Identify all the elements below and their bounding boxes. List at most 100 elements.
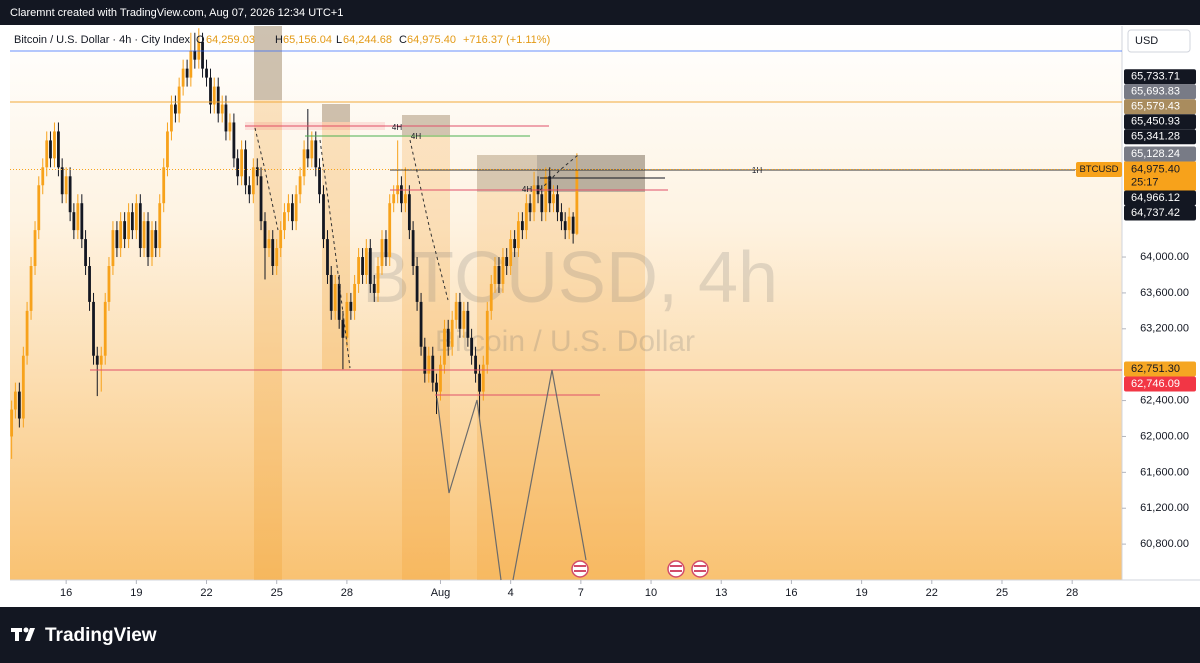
candle-body <box>333 283 337 311</box>
candle-body <box>201 41 204 69</box>
range-box-top <box>254 26 282 100</box>
candle-body <box>349 301 353 311</box>
candle-body <box>283 212 286 231</box>
dashed-arrow <box>409 139 449 301</box>
candle-body <box>505 257 509 267</box>
candle-body <box>415 266 419 302</box>
candle-body <box>575 169 579 234</box>
candle-body <box>384 239 388 258</box>
candle-body <box>29 266 33 311</box>
candle-body <box>474 355 477 374</box>
economic-event[interactable] <box>667 560 685 578</box>
event-icons[interactable] <box>571 560 709 578</box>
candle-body <box>88 266 91 302</box>
watermark-name: Bitcoin / U.S. Dollar <box>435 325 695 358</box>
price-label-box <box>1124 205 1196 221</box>
ohlc-key: L <box>336 34 342 46</box>
candle-body <box>95 355 99 365</box>
candle-body <box>462 310 466 329</box>
candle-body <box>454 301 458 320</box>
economic-event[interactable] <box>691 560 709 578</box>
price-label: 64,966.12 <box>1131 192 1180 204</box>
candle-body <box>33 230 37 267</box>
candle-body <box>236 158 240 177</box>
range-box-top <box>537 155 645 192</box>
candle-body <box>25 310 29 356</box>
attribution: Claremnt created with TradingView.com, A… <box>10 7 343 19</box>
candle-body <box>232 122 236 159</box>
candle-body <box>127 212 131 240</box>
x-tick-label: 25 <box>996 587 1008 599</box>
y-tick-label: 60,800.00 <box>1140 538 1189 550</box>
price-label: 65,341.28 <box>1131 131 1180 143</box>
price-label-box <box>1124 190 1196 206</box>
logo-part <box>15 628 19 641</box>
price-label: 65,128.24 <box>1131 148 1180 160</box>
candle-body <box>501 257 505 284</box>
candle-body <box>470 337 473 356</box>
candle-body <box>49 140 52 159</box>
candle-body <box>170 104 173 132</box>
candle-body <box>209 77 212 105</box>
ohlc-value: 64,244.68 <box>343 34 392 46</box>
timeframe-label: 4H <box>411 132 421 141</box>
candle-body <box>142 221 146 249</box>
price-label: 62,751.30 <box>1131 363 1180 375</box>
candle-body <box>481 364 485 392</box>
candle-body <box>528 203 532 213</box>
candle-body <box>563 221 567 231</box>
price-label-box <box>1124 376 1196 392</box>
x-tick-label: Aug <box>431 587 451 599</box>
candle-body <box>174 104 177 114</box>
price-label-box <box>1124 161 1196 191</box>
candle-body <box>411 230 415 267</box>
symbol-tag-box <box>1076 162 1122 178</box>
timeframe-label: 4H <box>392 123 402 132</box>
candle-body <box>306 149 310 159</box>
candle-body <box>92 301 95 356</box>
candle-body <box>84 239 87 267</box>
candle-body <box>166 131 169 168</box>
price-label-box <box>1124 146 1196 162</box>
brand-logo <box>11 627 35 641</box>
ohlc-value: 65,156.04 <box>283 34 332 46</box>
candle-body <box>45 140 49 168</box>
candle-body <box>123 221 127 240</box>
currency-button[interactable] <box>1127 29 1191 53</box>
y-tick-label: 63,600.00 <box>1140 287 1189 299</box>
candle-body <box>364 248 368 275</box>
candle-body <box>154 230 158 249</box>
candle-body <box>478 373 481 392</box>
y-tick-label: 63,200.00 <box>1140 323 1189 335</box>
candle-body <box>450 319 454 347</box>
candle-body <box>111 230 115 267</box>
candle-body <box>310 140 314 159</box>
x-tick-label: 28 <box>341 587 353 599</box>
range-box-top <box>322 104 350 122</box>
candle-body <box>540 194 544 213</box>
candle-body <box>220 104 224 114</box>
candle-body <box>107 266 111 302</box>
candle-body <box>224 104 228 132</box>
projection-path <box>436 397 502 581</box>
flag-stripe <box>670 565 682 567</box>
countdown: 25:17 <box>1131 176 1159 188</box>
candle-body <box>392 194 396 204</box>
currency[interactable]: USD <box>1135 35 1158 47</box>
candle-body <box>271 239 275 267</box>
logo-part <box>25 628 35 641</box>
candle-body <box>368 248 372 284</box>
symbol-info[interactable]: Bitcoin / U.S. Dollar · 4h · City Index <box>14 34 191 46</box>
candle-body <box>571 216 575 234</box>
economic-event[interactable] <box>571 560 589 578</box>
x-tick-label: 22 <box>200 587 212 599</box>
candle-body <box>345 301 349 338</box>
range-box-top <box>477 155 645 192</box>
range-box-top <box>402 115 450 135</box>
candle-body <box>37 185 41 231</box>
candle-body <box>423 346 427 374</box>
range-box <box>322 104 350 370</box>
candle-body <box>388 203 392 258</box>
candle-body <box>60 167 64 195</box>
price-label-box <box>1124 99 1196 115</box>
